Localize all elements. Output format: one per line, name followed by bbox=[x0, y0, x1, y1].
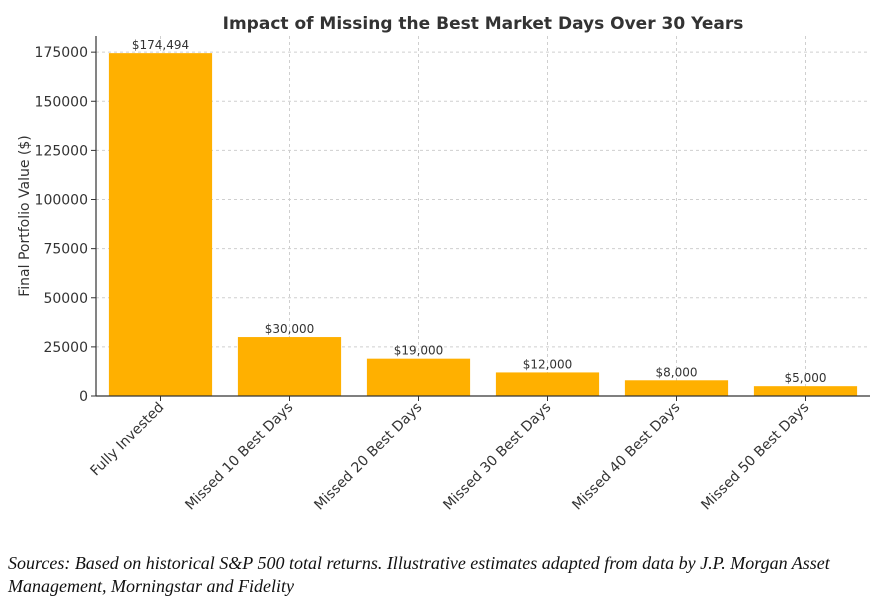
data-labels: $174,494 $30,000 $19,000 $12,000 $8,000 $5,00… bbox=[132, 38, 827, 385]
y-tick-label: 175000 bbox=[35, 45, 88, 61]
chart-title: Impact of Missing the Best Market Days O… bbox=[223, 14, 744, 34]
data-label: $8,000 bbox=[656, 365, 698, 379]
bar bbox=[495, 372, 600, 396]
x-tick-label: Missed 20 Best Days bbox=[311, 400, 425, 514]
x-tick-labels: Fully Invested Missed 10 Best Days Missed … bbox=[88, 400, 813, 514]
y-tick-label: 75000 bbox=[43, 242, 88, 258]
y-tick-labels: 0 25000 50000 75000 100000 125000 150000 175000 bbox=[35, 45, 88, 405]
y-tick-label: 125000 bbox=[35, 143, 88, 159]
x-tick-label: Missed 50 Best Days bbox=[698, 400, 812, 514]
bar bbox=[624, 380, 729, 396]
data-label: $19,000 bbox=[394, 344, 444, 358]
bar-chart: Impact of Missing the Best Market Days O… bbox=[17, 14, 870, 514]
y-tick-label: 50000 bbox=[43, 291, 88, 307]
x-tick-label: Missed 40 Best Days bbox=[569, 400, 683, 514]
bar bbox=[366, 358, 471, 396]
bar bbox=[237, 337, 342, 396]
y-tick-label: 150000 bbox=[35, 94, 88, 110]
y-tick-label: 0 bbox=[79, 389, 88, 405]
data-label: $12,000 bbox=[523, 357, 573, 371]
x-tick-label: Missed 30 Best Days bbox=[440, 400, 554, 514]
x-tick-label: Fully Invested bbox=[88, 400, 168, 480]
data-label: $30,000 bbox=[265, 322, 315, 336]
data-label: $5,000 bbox=[785, 371, 827, 385]
bar bbox=[753, 386, 858, 396]
y-tick-label: 25000 bbox=[43, 340, 88, 356]
x-tick-label: Missed 10 Best Days bbox=[182, 400, 296, 514]
bars bbox=[108, 53, 858, 396]
bar bbox=[108, 53, 213, 396]
data-label: $174,494 bbox=[132, 38, 189, 52]
y-tick-label: 100000 bbox=[35, 193, 88, 209]
axes bbox=[91, 36, 870, 401]
y-axis-label: Final Portfolio Value ($) bbox=[17, 135, 33, 297]
grid-lines bbox=[96, 36, 870, 396]
chart-frame: Impact of Missing the Best Market Days O… bbox=[8, 0, 880, 528]
source-caption: Sources: Based on historical S&P 500 tot… bbox=[8, 553, 830, 596]
